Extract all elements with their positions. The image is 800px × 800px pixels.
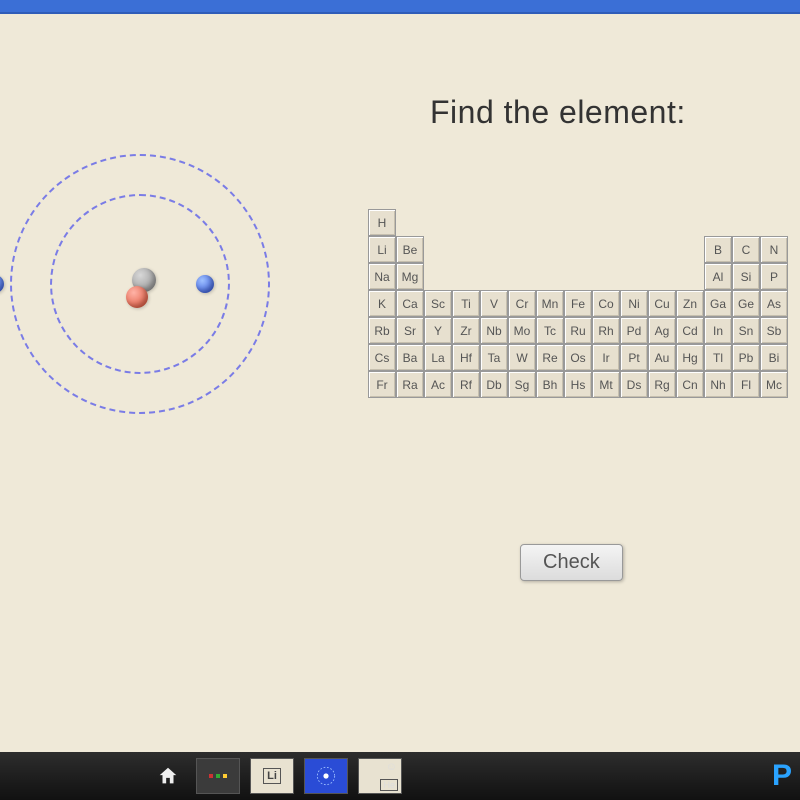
element-cell-zr[interactable]: Zr [452, 317, 480, 344]
element-cell-hg[interactable]: Hg [676, 344, 704, 371]
element-cell-os[interactable]: Os [564, 344, 592, 371]
element-cell-pt[interactable]: Pt [620, 344, 648, 371]
element-cell-pd[interactable]: Pd [620, 317, 648, 344]
element-cell-cu[interactable]: Cu [648, 290, 676, 317]
element-cell-in[interactable]: In [704, 317, 732, 344]
element-cell-hs[interactable]: Hs [564, 371, 592, 398]
element-cell-re[interactable]: Re [536, 344, 564, 371]
element-cell-sg[interactable]: Sg [508, 371, 536, 398]
element-cell-pb[interactable]: Pb [732, 344, 760, 371]
element-cell-p[interactable]: P [760, 263, 788, 290]
element-cell-sb[interactable]: Sb [760, 317, 788, 344]
element-cell-ca[interactable]: Ca [396, 290, 424, 317]
element-cell-ge[interactable]: Ge [732, 290, 760, 317]
element-cell-ds[interactable]: Ds [620, 371, 648, 398]
element-cell-nb[interactable]: Nb [480, 317, 508, 344]
element-cell-w[interactable]: W [508, 344, 536, 371]
element-cell-cn[interactable]: Cn [676, 371, 704, 398]
element-cell-au[interactable]: Au [648, 344, 676, 371]
element-cell-rg[interactable]: Rg [648, 371, 676, 398]
element-cell-rf[interactable]: Rf [452, 371, 480, 398]
element-cell-fe[interactable]: Fe [564, 290, 592, 317]
element-cell-y[interactable]: Y [424, 317, 452, 344]
element-cell-mc[interactable]: Mc [760, 371, 788, 398]
element-cell-fr[interactable]: Fr [368, 371, 396, 398]
check-button[interactable]: Check [520, 544, 623, 581]
element-cell-ga[interactable]: Ga [704, 290, 732, 317]
element-cell-ra[interactable]: Ra [396, 371, 424, 398]
element-cell-v[interactable]: V [480, 290, 508, 317]
proton-particle [126, 286, 148, 308]
taskbar-item-li[interactable]: Li [250, 758, 294, 794]
element-cell-cd[interactable]: Cd [676, 317, 704, 344]
element-cell-rb[interactable]: Rb [368, 317, 396, 344]
element-cell-sr[interactable]: Sr [396, 317, 424, 344]
element-cell-hf[interactable]: Hf [452, 344, 480, 371]
element-cell-tc[interactable]: Tc [536, 317, 564, 344]
element-cell-ac[interactable]: Ac [424, 371, 452, 398]
element-cell-sn[interactable]: Sn [732, 317, 760, 344]
element-cell-mn[interactable]: Mn [536, 290, 564, 317]
element-cell-mt[interactable]: Mt [592, 371, 620, 398]
element-cell-zn[interactable]: Zn [676, 290, 704, 317]
element-cell-al[interactable]: Al [704, 263, 732, 290]
element-cell-cs[interactable]: Cs [368, 344, 396, 371]
taskbar-item-he[interactable]: ☺ He [358, 758, 402, 794]
electron-particle [196, 275, 214, 293]
element-cell-mg[interactable]: Mg [396, 263, 424, 290]
element-cell-ru[interactable]: Ru [564, 317, 592, 344]
element-cell-la[interactable]: La [424, 344, 452, 371]
periodic-table: HLiBeBCNNaMgAlSiPKCaScTiVCrMnFeCoNiCuZnG… [368, 209, 788, 398]
element-cell-mo[interactable]: Mo [508, 317, 536, 344]
element-cell-ni[interactable]: Ni [620, 290, 648, 317]
element-cell-ba[interactable]: Ba [396, 344, 424, 371]
element-cell-ti[interactable]: Ti [452, 290, 480, 317]
element-cell-bi[interactable]: Bi [760, 344, 788, 371]
logo-letter: P [772, 759, 792, 793]
element-cell-as[interactable]: As [760, 290, 788, 317]
element-cell-be[interactable]: Be [396, 236, 424, 263]
element-cell-bh[interactable]: Bh [536, 371, 564, 398]
element-cell-db[interactable]: Db [480, 371, 508, 398]
atom-diagram [0, 134, 290, 434]
taskbar-item-atom[interactable] [304, 758, 348, 794]
element-cell-li[interactable]: Li [368, 236, 396, 263]
element-cell-cr[interactable]: Cr [508, 290, 536, 317]
taskbar-item-tray[interactable] [196, 758, 240, 794]
element-cell-n[interactable]: N [760, 236, 788, 263]
element-cell-na[interactable]: Na [368, 263, 396, 290]
element-cell-sc[interactable]: Sc [424, 290, 452, 317]
electron-particle [0, 275, 4, 293]
home-icon[interactable] [150, 758, 186, 794]
element-cell-nh[interactable]: Nh [704, 371, 732, 398]
element-cell-rh[interactable]: Rh [592, 317, 620, 344]
element-cell-ta[interactable]: Ta [480, 344, 508, 371]
element-cell-tl[interactable]: Tl [704, 344, 732, 371]
element-cell-si[interactable]: Si [732, 263, 760, 290]
element-cell-b[interactable]: B [704, 236, 732, 263]
element-cell-c[interactable]: C [732, 236, 760, 263]
element-cell-ag[interactable]: Ag [648, 317, 676, 344]
taskbar: Li ☺ He P [0, 752, 800, 800]
element-cell-fl[interactable]: Fl [732, 371, 760, 398]
element-cell-h[interactable]: H [368, 209, 396, 236]
page-title: Find the element: [430, 94, 686, 131]
element-cell-co[interactable]: Co [592, 290, 620, 317]
element-cell-k[interactable]: K [368, 290, 396, 317]
element-cell-ir[interactable]: Ir [592, 344, 620, 371]
app-window: Find the element: HLiBe BCN NaMg AlSiP KCaSc… [0, 12, 800, 752]
